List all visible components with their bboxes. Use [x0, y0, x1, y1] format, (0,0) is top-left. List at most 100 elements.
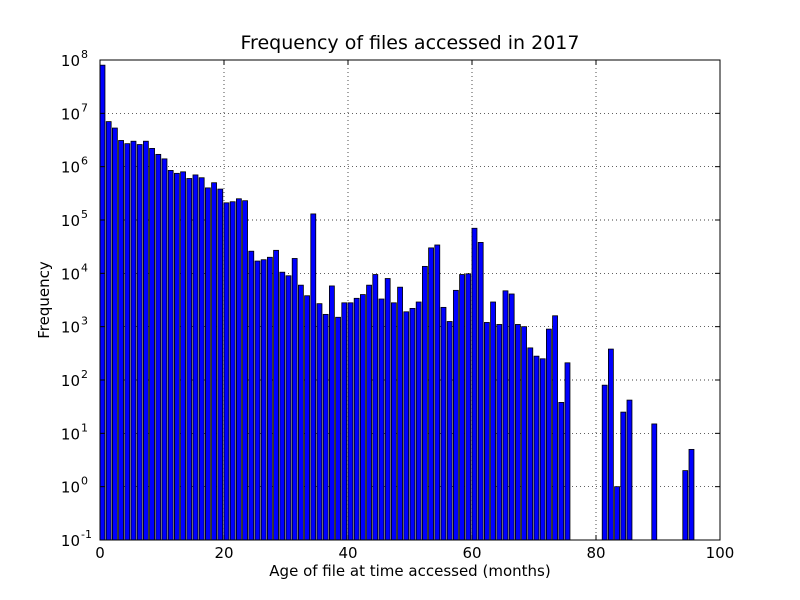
bar: [297, 284, 304, 541]
bar: [229, 201, 236, 541]
y-tick-label: 10: [61, 159, 80, 177]
bar: [477, 242, 484, 541]
bar: [136, 144, 143, 541]
bar: [142, 140, 149, 541]
bar: [180, 171, 186, 541]
bar: [112, 127, 118, 541]
y-tick-label: 10: [61, 425, 80, 443]
bar: [651, 423, 658, 541]
bar: [124, 143, 131, 541]
y-tick-exponent: 3: [81, 315, 88, 328]
bar: [434, 244, 441, 541]
bar: [198, 177, 205, 541]
bar: [310, 213, 317, 541]
bar: [688, 448, 695, 541]
bar: [273, 249, 279, 541]
bar: [366, 284, 372, 541]
y-tick-label: 10: [61, 319, 80, 337]
bar: [539, 358, 546, 541]
bar: [564, 362, 571, 541]
bar: [502, 290, 509, 541]
bar: [608, 348, 614, 541]
bar: [384, 278, 391, 541]
bar: [211, 182, 217, 541]
y-tick-label: 10: [61, 212, 80, 230]
bar: [459, 274, 465, 541]
bar: [149, 148, 155, 541]
bar: [359, 294, 366, 541]
bar: [291, 258, 298, 541]
x-tick-label: 60: [462, 544, 481, 562]
bar: [620, 411, 627, 541]
x-tick-label: 40: [338, 544, 357, 562]
bar: [254, 260, 261, 541]
bar: [353, 297, 360, 541]
y-tick-label: 10: [61, 105, 80, 123]
y-tick-label: 10: [61, 532, 80, 550]
bar: [515, 324, 521, 541]
plot-frame: [99, 59, 721, 541]
bar: [217, 188, 224, 541]
y-tick-exponent: 8: [81, 48, 88, 61]
x-tick-label: 100: [706, 544, 735, 562]
y-tick-label: 10: [61, 479, 80, 497]
bar: [347, 302, 354, 541]
y-tick-exponent: 1: [81, 421, 88, 434]
y-tick-label: 10: [61, 372, 80, 390]
bar: [167, 170, 174, 541]
bar: [527, 347, 534, 541]
bar: [266, 256, 273, 541]
bar: [421, 265, 428, 541]
bar: [552, 315, 558, 541]
bar: [390, 302, 397, 541]
bar: [328, 285, 335, 541]
bar: [496, 324, 503, 541]
bar: [626, 399, 633, 541]
bar: [279, 271, 286, 541]
bar: [105, 121, 112, 541]
bar: [192, 174, 199, 541]
bar: [242, 200, 248, 541]
bar: [155, 153, 162, 541]
y-tick-exponent: -1: [81, 528, 92, 541]
bar: [372, 274, 379, 541]
bar: [446, 321, 453, 541]
bar: [397, 286, 403, 541]
bar: [403, 311, 410, 541]
bar: [285, 275, 292, 541]
x-axis-ticks: 0 20 40 60 80 100: [95, 60, 734, 562]
bar: [682, 470, 689, 541]
x-tick-label: 80: [586, 544, 605, 562]
bar: [521, 326, 527, 541]
x-tick-label: 20: [214, 544, 233, 562]
bar: [409, 308, 416, 541]
bar: [415, 301, 422, 541]
bar: [260, 259, 267, 541]
y-tick-exponent: 5: [81, 208, 88, 221]
y-tick-exponent: 7: [81, 101, 88, 114]
bar: [248, 250, 255, 541]
bar: [546, 328, 552, 541]
bar: [322, 313, 329, 541]
bar: [465, 273, 472, 541]
bars: [99, 64, 695, 541]
bar: [186, 178, 193, 541]
y-tick-label: 10: [61, 52, 80, 70]
bar: [428, 247, 434, 541]
x-tick-label: 0: [95, 544, 105, 562]
y-tick-exponent: 0: [81, 475, 88, 488]
y-axis-title: Frequency: [35, 261, 53, 339]
bar: [235, 198, 242, 541]
bar: [223, 202, 230, 541]
bar: [490, 301, 496, 541]
bar: [508, 293, 515, 541]
bar: [452, 289, 459, 541]
bar: [483, 322, 490, 541]
bar: [161, 158, 168, 541]
bar: [316, 303, 323, 541]
bar: [601, 384, 608, 541]
bar: [118, 140, 124, 541]
chart-title: Frequency of files accessed in 2017: [241, 32, 580, 54]
